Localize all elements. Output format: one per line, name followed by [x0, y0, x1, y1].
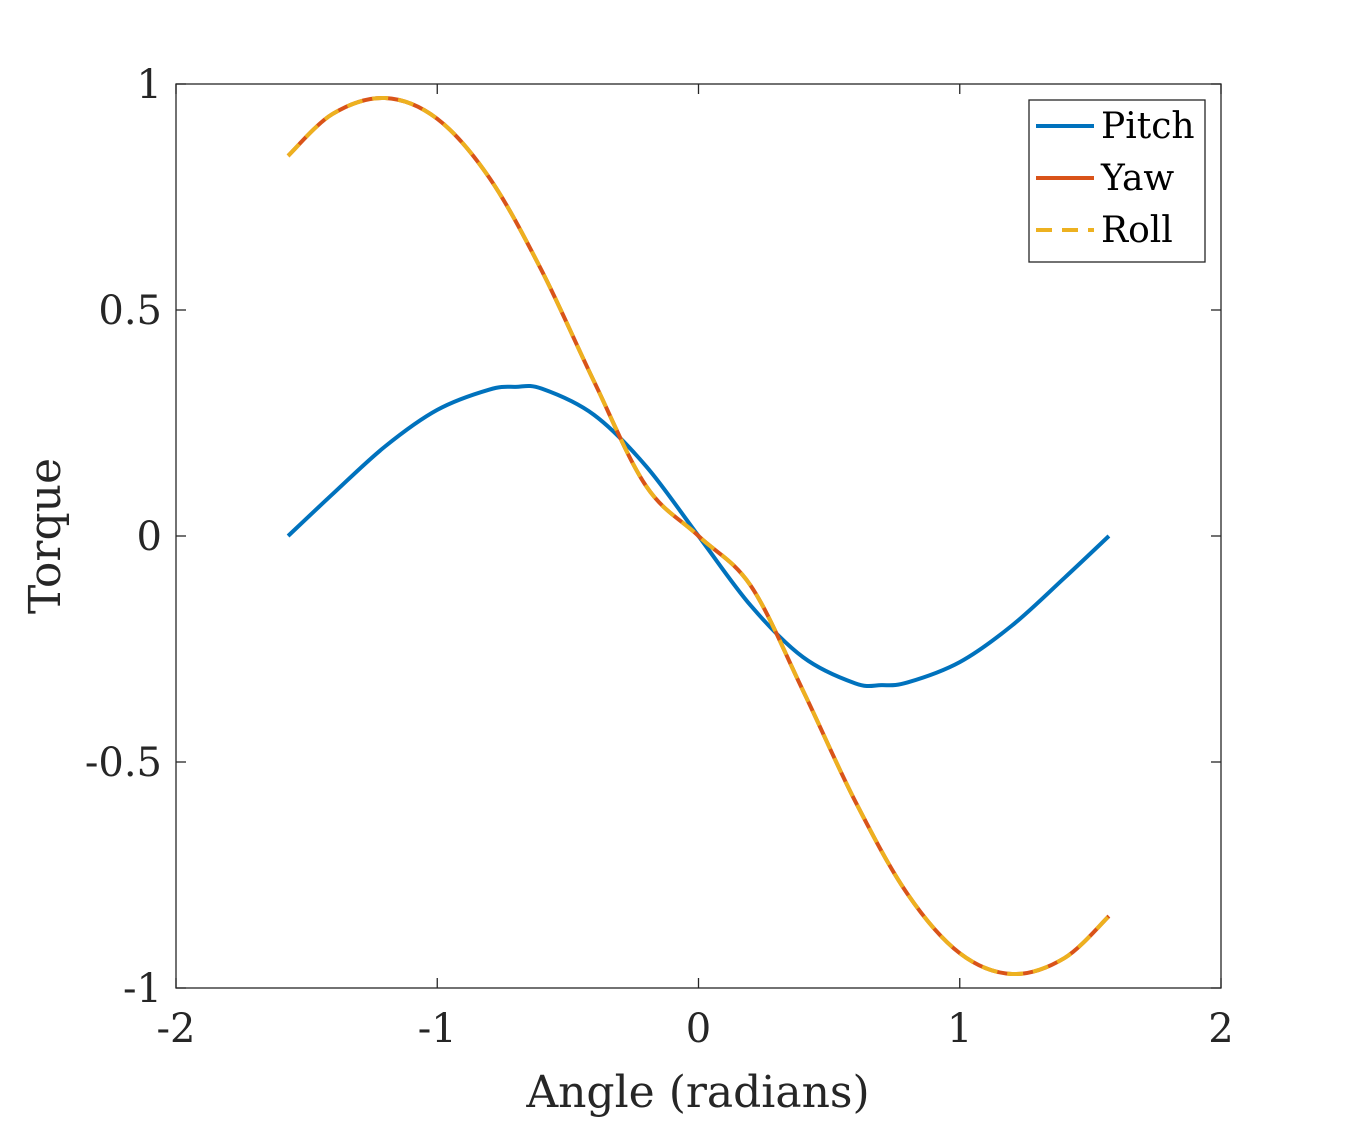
legend-label-pitch: Pitch: [1101, 106, 1195, 147]
y-tick-label: -1: [123, 966, 162, 1012]
series-layer: [286, 96, 1111, 976]
legend-items: Pitch Yaw Roll: [1036, 106, 1195, 251]
legend-label-roll: Roll: [1101, 210, 1173, 251]
ticks-layer: -2 -1 0 1 2-1-0.500.51: [85, 62, 1234, 1052]
x-tick-label: -1: [418, 1006, 457, 1052]
x-tick-label: -2: [157, 1006, 196, 1052]
y-axis-title: Torque: [20, 458, 71, 614]
legend-label-yaw: Yaw: [1100, 158, 1174, 199]
legend: Pitch Yaw Roll: [1028, 99, 1206, 263]
series-line-yaw: [286, 96, 1111, 976]
y-tick-label: 0: [137, 514, 162, 560]
x-tick-label: 1: [947, 1006, 972, 1052]
y-tick-label: 1: [137, 62, 162, 108]
y-tick-label: -0.5: [85, 740, 162, 786]
y-tick-label: 0.5: [98, 288, 162, 334]
x-tick-label: 2: [1208, 1006, 1233, 1052]
x-tick-label: 0: [686, 1006, 711, 1052]
x-axis-title: Angle (radians): [525, 1067, 869, 1118]
